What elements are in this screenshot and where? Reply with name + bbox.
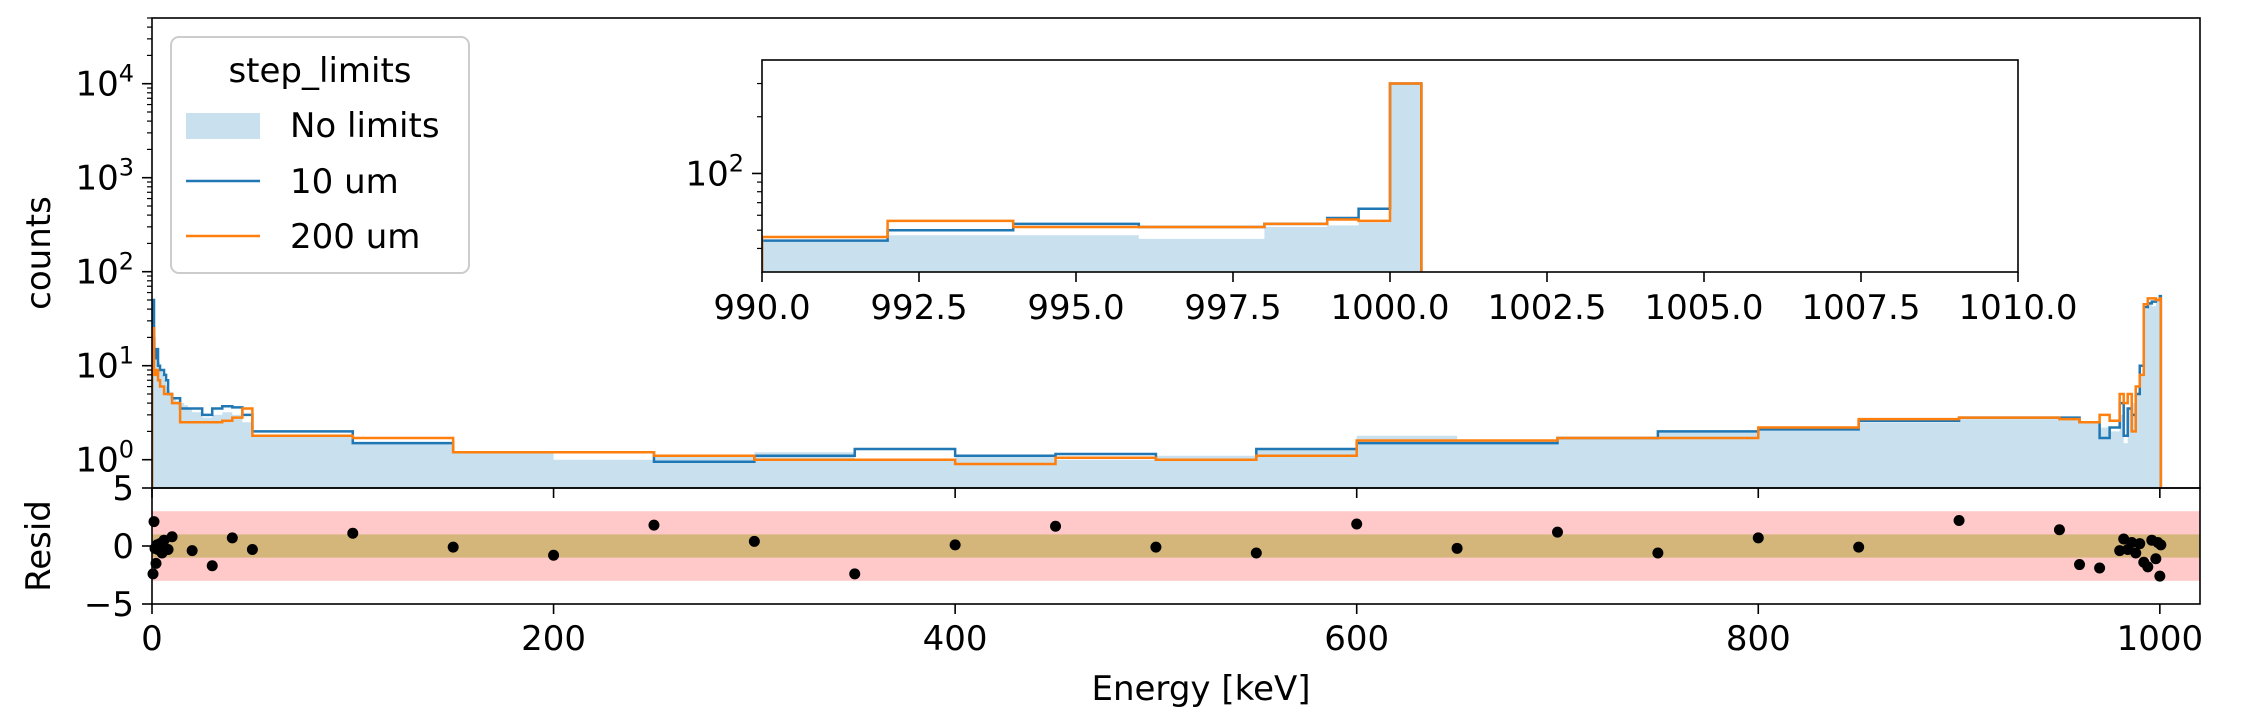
- resid-point: [748, 535, 760, 547]
- resid-point: [2053, 524, 2065, 536]
- resid-point: [1351, 518, 1363, 530]
- resid-point: [949, 539, 961, 551]
- main-series-200-um: [152, 297, 2163, 488]
- legend-label-200um: 200 um: [290, 217, 420, 257]
- main-ytick-label: 103: [75, 154, 134, 199]
- inset-xtick-label: 1010.0: [1959, 288, 2078, 328]
- resid-point: [162, 543, 174, 555]
- resid-point: [246, 543, 258, 555]
- inset-ytick-label: 102: [685, 149, 744, 194]
- resid-ytick-label: −5: [84, 585, 134, 625]
- inset-xtick-label: 1005.0: [1645, 288, 1764, 328]
- resid-point: [2134, 538, 2146, 550]
- resid-point: [1250, 547, 1262, 559]
- resid-point: [2114, 545, 2126, 557]
- resid-point: [186, 545, 198, 557]
- resid-point: [166, 531, 178, 543]
- resid-point: [2142, 561, 2154, 573]
- inset-xtick-label: 992.5: [870, 288, 967, 328]
- xtick-label: 200: [521, 619, 586, 659]
- resid-point: [2094, 562, 2106, 574]
- resid-point: [1953, 514, 1965, 526]
- inset-xtick-label: 990.0: [713, 288, 810, 328]
- xtick-label: 400: [923, 619, 988, 659]
- resid-ytick-label: 0: [112, 527, 134, 567]
- legend-label-no-limits: No limits: [290, 106, 440, 146]
- resid-point: [548, 549, 560, 561]
- legend: step_limits No limits 10 um 200 um: [170, 36, 470, 274]
- resid-point: [1050, 520, 1062, 532]
- resid-point: [2154, 570, 2166, 582]
- inset-series-200-um: [762, 82, 1423, 272]
- resid-point: [2155, 539, 2167, 551]
- main-ylabel: counts: [19, 196, 59, 310]
- resid-point: [2074, 559, 2086, 571]
- x-axis-label: Energy [keV]: [1091, 669, 1310, 709]
- inset-panel: 990.0 992.5 995.0 997.5 1000.0 1002.5 1005.0 10…: [685, 59, 2078, 328]
- resid-point: [1752, 532, 1764, 544]
- inset-xtick-label: 995.0: [1027, 288, 1124, 328]
- resid-point: [1451, 542, 1463, 554]
- resid-point: [226, 532, 238, 544]
- main-ytick-label: 104: [75, 60, 134, 105]
- legend-label-10um: 10 um: [290, 162, 399, 202]
- xtick-label: 800: [1726, 619, 1791, 659]
- resid-point: [1853, 541, 1865, 553]
- inset-xtick-label: 1002.5: [1488, 288, 1607, 328]
- resid-point: [648, 519, 660, 531]
- resid-point: [2150, 553, 2162, 565]
- resid-point: [1652, 547, 1664, 559]
- resid-point: [148, 516, 160, 528]
- resid-point: [147, 568, 159, 580]
- inset-series-no-limits: [762, 83, 1422, 272]
- inset-xtick-label: 997.5: [1184, 288, 1281, 328]
- main-histogram-panel: 100 101 102 103 104 counts: [19, 17, 2201, 489]
- resid-point: [1551, 526, 1563, 538]
- main-ytick-label: 101: [75, 342, 134, 387]
- resid-ytick-label: 5: [112, 469, 134, 509]
- resid-band-1sigma: [152, 534, 2200, 558]
- main-series-no-limits: [152, 300, 2161, 488]
- resid-point: [2126, 537, 2138, 549]
- legend-swatch-no-limits: [186, 113, 260, 139]
- resid-point: [849, 568, 861, 580]
- legend-box: [170, 36, 470, 274]
- resid-ylabel: Resid: [19, 500, 59, 592]
- residual-panel: 50−5 0 200 400 600 800 1000 Resid Energy [keV…: [19, 469, 2203, 709]
- legend-title: step_limits: [228, 51, 411, 91]
- xtick-label: 0: [141, 619, 163, 659]
- xtick-label: 1000: [2117, 619, 2204, 659]
- resid-point: [2130, 547, 2142, 559]
- main-ytick-label: 100: [75, 436, 134, 481]
- inset-xtick-label: 1000.0: [1331, 288, 1450, 328]
- resid-point: [347, 527, 359, 539]
- xtick-label: 600: [1324, 619, 1389, 659]
- resid-point: [150, 557, 162, 569]
- inset-xtick-label: 1007.5: [1802, 288, 1921, 328]
- resid-point: [447, 541, 459, 553]
- resid-point: [1150, 541, 1162, 553]
- main-ytick-label: 102: [75, 248, 134, 293]
- resid-point: [206, 560, 218, 572]
